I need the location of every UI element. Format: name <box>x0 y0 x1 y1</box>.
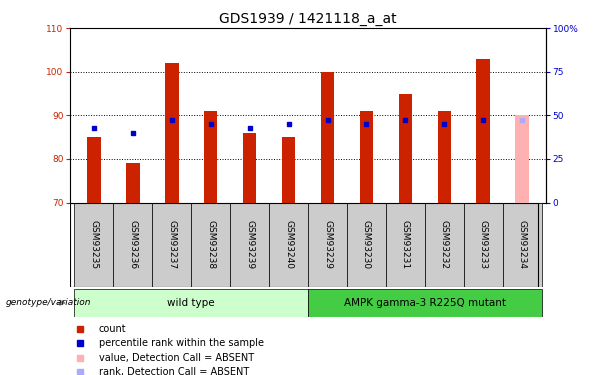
Bar <box>425 202 464 287</box>
Bar <box>87 137 101 202</box>
Text: GSM93231: GSM93231 <box>401 220 410 269</box>
Bar <box>243 133 256 202</box>
Bar <box>74 202 113 287</box>
Bar <box>321 72 334 202</box>
Text: GSM93238: GSM93238 <box>206 220 215 269</box>
Bar <box>308 202 347 287</box>
Text: percentile rank within the sample: percentile rank within the sample <box>99 339 264 348</box>
Bar <box>438 111 451 202</box>
Bar <box>347 202 386 287</box>
Bar <box>476 58 490 202</box>
Bar <box>464 202 503 287</box>
Bar <box>126 163 140 202</box>
Bar <box>113 202 152 287</box>
Title: GDS1939 / 1421118_a_at: GDS1939 / 1421118_a_at <box>219 12 397 26</box>
Text: GSM93237: GSM93237 <box>167 220 177 269</box>
Bar <box>516 116 529 202</box>
Text: GSM93239: GSM93239 <box>245 220 254 269</box>
Text: value, Detection Call = ABSENT: value, Detection Call = ABSENT <box>99 352 254 363</box>
Text: GSM93233: GSM93233 <box>479 220 488 269</box>
Bar <box>152 202 191 287</box>
Bar <box>204 111 218 202</box>
Bar <box>165 63 178 202</box>
Text: GSM93234: GSM93234 <box>518 220 527 269</box>
Text: GSM93236: GSM93236 <box>128 220 137 269</box>
Bar <box>503 202 542 287</box>
Bar <box>308 289 542 317</box>
Text: wild type: wild type <box>167 298 215 308</box>
Text: rank, Detection Call = ABSENT: rank, Detection Call = ABSENT <box>99 367 249 375</box>
Bar <box>269 202 308 287</box>
Text: genotype/variation: genotype/variation <box>6 298 91 307</box>
Text: GSM93235: GSM93235 <box>89 220 98 269</box>
Bar <box>386 202 425 287</box>
Bar <box>74 289 308 317</box>
Text: GSM93232: GSM93232 <box>440 220 449 269</box>
Bar <box>191 202 230 287</box>
Text: AMPK gamma-3 R225Q mutant: AMPK gamma-3 R225Q mutant <box>344 298 506 308</box>
Text: GSM93230: GSM93230 <box>362 220 371 269</box>
Text: count: count <box>99 324 127 334</box>
Bar <box>360 111 373 202</box>
Text: GSM93240: GSM93240 <box>284 220 293 269</box>
Bar <box>230 202 269 287</box>
Text: GSM93229: GSM93229 <box>323 220 332 269</box>
Bar <box>282 137 295 202</box>
Bar <box>398 93 412 202</box>
